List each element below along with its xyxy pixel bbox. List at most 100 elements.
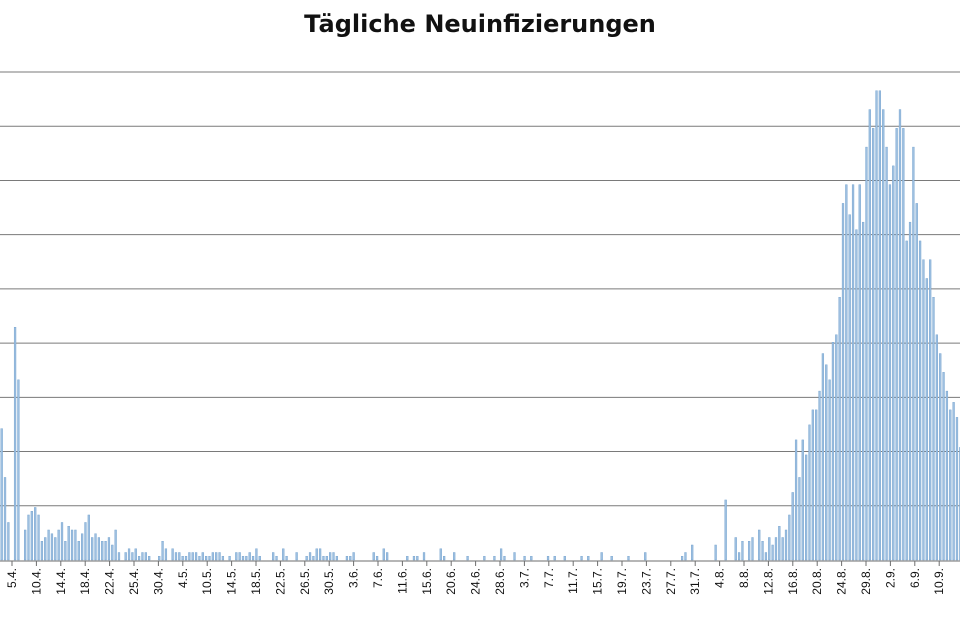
bar xyxy=(275,556,278,561)
bar xyxy=(724,499,727,561)
x-tick-label: 22.5. xyxy=(273,568,287,595)
bar xyxy=(124,552,127,561)
bar xyxy=(50,533,54,561)
bar xyxy=(912,146,915,561)
bar xyxy=(791,492,794,561)
bar xyxy=(181,556,184,561)
bar xyxy=(513,552,516,561)
bar xyxy=(587,556,590,561)
gridlines xyxy=(0,71,960,507)
x-tick-label: 30.4. xyxy=(151,568,165,595)
bar xyxy=(258,556,261,561)
bar xyxy=(107,537,111,561)
bar xyxy=(87,514,90,561)
bar xyxy=(898,109,902,561)
bar xyxy=(211,552,214,561)
bar xyxy=(858,184,861,561)
bar xyxy=(191,552,194,561)
bar xyxy=(855,229,858,561)
bar xyxy=(580,556,583,561)
bar xyxy=(101,541,104,561)
bar xyxy=(17,379,20,561)
bar xyxy=(610,556,613,561)
bar xyxy=(97,537,100,561)
bar xyxy=(64,541,67,561)
x-tick-label: 12.8. xyxy=(761,568,775,595)
bar xyxy=(781,537,784,561)
bar xyxy=(238,552,241,561)
x-tick-label: 5.4. xyxy=(5,568,19,588)
bar xyxy=(57,529,60,561)
bar xyxy=(332,552,335,561)
bar xyxy=(24,529,27,561)
bar xyxy=(386,552,389,561)
x-tick-label: 23.7. xyxy=(639,568,653,595)
bar xyxy=(37,514,40,561)
bar xyxy=(922,259,925,561)
bar xyxy=(439,548,442,561)
x-tick-label: 18.4. xyxy=(78,568,92,595)
bar xyxy=(714,544,717,561)
bar xyxy=(245,556,248,561)
bar xyxy=(218,552,221,561)
x-tick-label: 19.7. xyxy=(615,568,629,595)
bar xyxy=(908,221,912,561)
x-tick-label: 11.6. xyxy=(395,568,409,594)
bar xyxy=(493,556,496,561)
bar xyxy=(335,556,338,561)
bar xyxy=(312,556,315,561)
bar xyxy=(811,409,814,561)
bar xyxy=(272,552,275,561)
bar xyxy=(737,552,741,561)
bar xyxy=(7,522,10,561)
bar xyxy=(251,556,255,561)
bar xyxy=(821,353,825,561)
bar xyxy=(932,297,935,561)
bar xyxy=(788,514,791,561)
bar xyxy=(748,541,751,561)
x-tick-label: 26.5. xyxy=(298,568,312,595)
bar xyxy=(794,439,798,561)
x-tick-label: 7.6. xyxy=(371,568,385,588)
bar xyxy=(178,552,181,561)
bar xyxy=(325,556,328,561)
x-tick-label: 11.7. xyxy=(566,568,580,594)
x-tick-label: 20.6. xyxy=(444,568,458,595)
bar xyxy=(805,454,808,561)
bar xyxy=(499,548,503,561)
x-tick-label: 2.9. xyxy=(883,568,897,588)
bar xyxy=(235,552,238,561)
bar xyxy=(882,109,885,561)
bar xyxy=(131,552,134,561)
bar xyxy=(848,214,851,561)
bar xyxy=(248,552,251,561)
bar xyxy=(3,477,7,561)
bar xyxy=(684,552,687,561)
bar xyxy=(466,556,469,561)
bar xyxy=(144,552,147,561)
x-tick-label: 20.8. xyxy=(810,568,824,595)
bar xyxy=(422,552,426,561)
bar xyxy=(949,409,952,561)
bar xyxy=(416,556,419,561)
bar xyxy=(905,240,908,561)
bar xyxy=(818,390,821,561)
bar xyxy=(134,548,137,561)
chart-title: Tägliche Neuinfizierungen xyxy=(304,10,656,38)
bar xyxy=(77,541,80,561)
bar xyxy=(915,203,918,561)
bar xyxy=(188,552,191,561)
bar xyxy=(184,556,188,561)
bar xyxy=(523,556,526,561)
bar xyxy=(104,541,107,561)
bar xyxy=(305,556,308,561)
bar xyxy=(171,548,174,561)
x-tick-label: 3.6. xyxy=(347,568,361,588)
bar xyxy=(13,327,17,561)
x-tick-label: 10.9. xyxy=(932,568,946,595)
bar xyxy=(141,552,144,561)
x-tick-label: 24.6. xyxy=(469,568,483,595)
bar xyxy=(412,556,416,561)
bar xyxy=(453,552,456,561)
x-tick-label: 29.8. xyxy=(859,568,873,595)
